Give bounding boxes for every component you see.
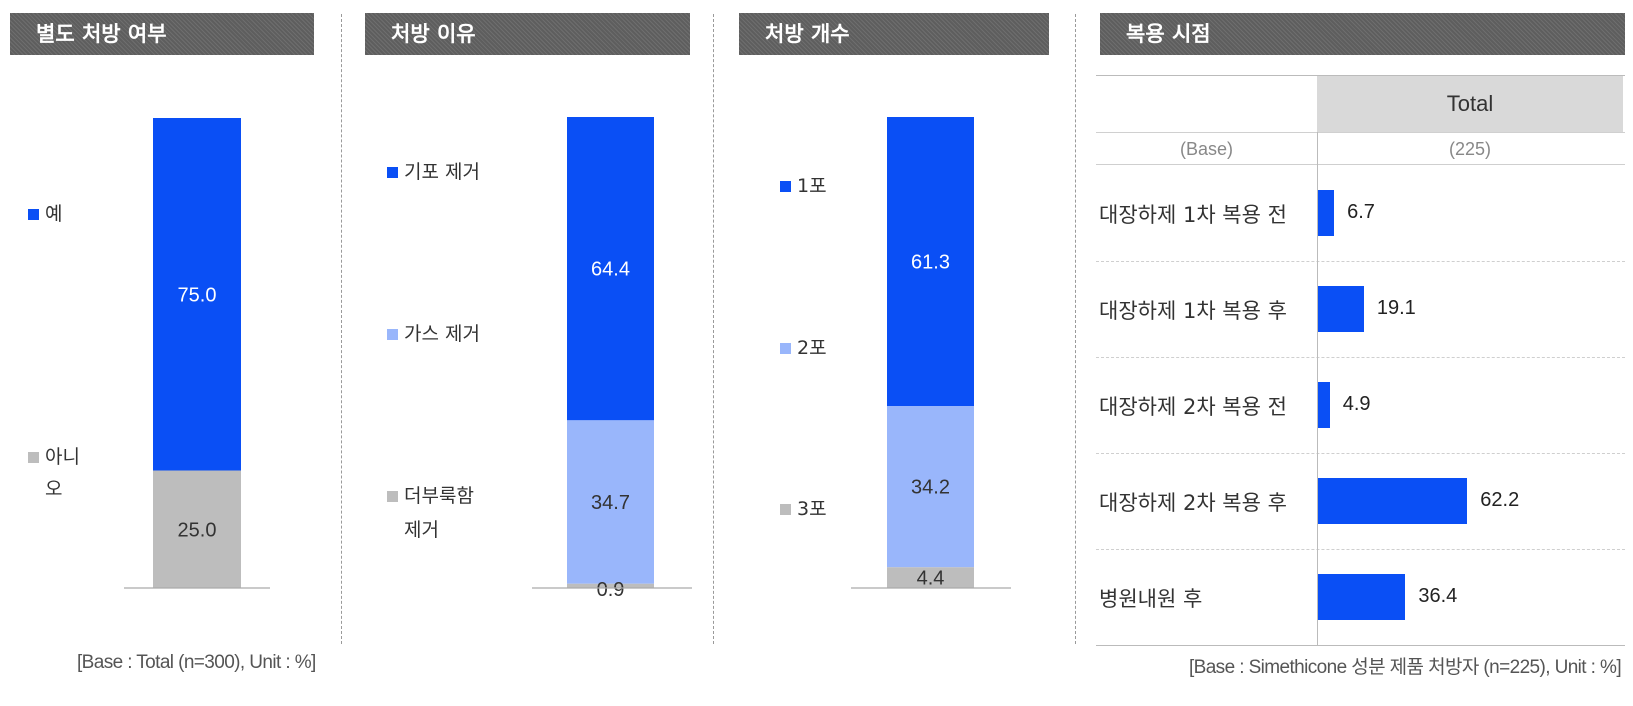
legend-label: 제거 [404, 519, 439, 541]
hbar-value-label: 36.4 [1418, 585, 1458, 607]
legend-label: 1포 [797, 175, 827, 197]
row-separator [1096, 645, 1625, 646]
bar-segment-0-1 [153, 470, 241, 588]
hbar [1318, 190, 1335, 236]
legend-swatch [780, 343, 791, 354]
bar-segment-2-1 [887, 406, 974, 568]
bar-segment-1-0 [567, 117, 654, 421]
footnote-left: [Base : Total (n=300), Unit : %] [77, 652, 316, 673]
data-label-1-0: 64.4 [591, 259, 630, 281]
legend-label: 기포 제거 [404, 161, 480, 183]
divider-2 [713, 14, 714, 644]
panel-header-2: 처방 이유 [365, 13, 690, 55]
row-label: 대장하제 2차 복용 전 [1099, 395, 1287, 419]
hbar-axis [1317, 132, 1318, 645]
footnote-right: [Base : Simethicone 성분 제품 처방자 (n=225), U… [1188, 657, 1622, 678]
panel-header-3: 처방 개수 [739, 13, 1049, 55]
row-label: 대장하제 2차 복용 후 [1099, 491, 1287, 515]
hbar-value-label: 62.2 [1480, 489, 1520, 511]
row-separator [1096, 549, 1625, 550]
legend-label: 오 [45, 478, 63, 500]
data-label-1-1: 34.7 [591, 492, 630, 514]
divider-3 [1075, 14, 1076, 644]
row-separator [1096, 261, 1625, 262]
divider-1 [341, 14, 342, 644]
hbar [1318, 478, 1468, 524]
table-header-rule [1096, 132, 1625, 133]
row-label: 대장하제 1차 복용 전 [1099, 203, 1287, 227]
bar-segment-1-1 [567, 420, 654, 584]
legend-label: 2포 [797, 337, 827, 359]
panel-header-4: 복용 시점 [1100, 13, 1625, 55]
legend-swatch [387, 167, 398, 178]
hbar-value-label: 19.1 [1376, 297, 1416, 319]
row-separator [1096, 357, 1625, 358]
row-label: 대장하제 1차 복용 후 [1099, 299, 1287, 323]
legend-label: 예 [45, 203, 63, 225]
data-label-2-1: 34.2 [911, 477, 950, 499]
base-label: (Base) [1179, 139, 1233, 159]
data-label-2-2: 4.4 [917, 568, 945, 590]
bar-segment-0-0 [153, 118, 241, 471]
hbar [1318, 382, 1330, 428]
base-value: (225) [1448, 139, 1492, 159]
hbar [1318, 574, 1406, 620]
bar-segment-2-0 [887, 117, 974, 407]
row-separator [1096, 453, 1625, 454]
bar-segment-1-2 [567, 583, 654, 588]
hbar-value-label: 4.9 [1342, 393, 1371, 415]
data-label-0-0: 75.0 [178, 284, 217, 306]
legend-swatch [387, 329, 398, 340]
data-label-2-0: 61.3 [911, 252, 950, 274]
legend-label: 아니 [45, 446, 80, 468]
legend-swatch [780, 504, 791, 515]
legend-label: 더부룩함 [404, 485, 474, 507]
legend-swatch [387, 491, 398, 502]
legend-label: 가스 제거 [404, 323, 480, 345]
row-label: 병원내원 후 [1099, 587, 1203, 611]
table-top-rule [1096, 75, 1625, 76]
legend-swatch [780, 181, 791, 192]
panel-header-1: 별도 처방 여부 [10, 13, 314, 55]
table-base-rule [1096, 164, 1625, 165]
legend-swatch [28, 452, 39, 463]
column-header-total: Total [1317, 76, 1623, 132]
data-label-0-1: 25.0 [178, 519, 217, 541]
legend-label: 3포 [797, 498, 827, 520]
legend-swatch [28, 209, 39, 220]
hbar-value-label: 6.7 [1347, 201, 1375, 223]
hbar [1318, 286, 1364, 332]
data-label-1-2: 0.9 [597, 579, 625, 601]
bar-segment-2-2 [887, 567, 974, 588]
